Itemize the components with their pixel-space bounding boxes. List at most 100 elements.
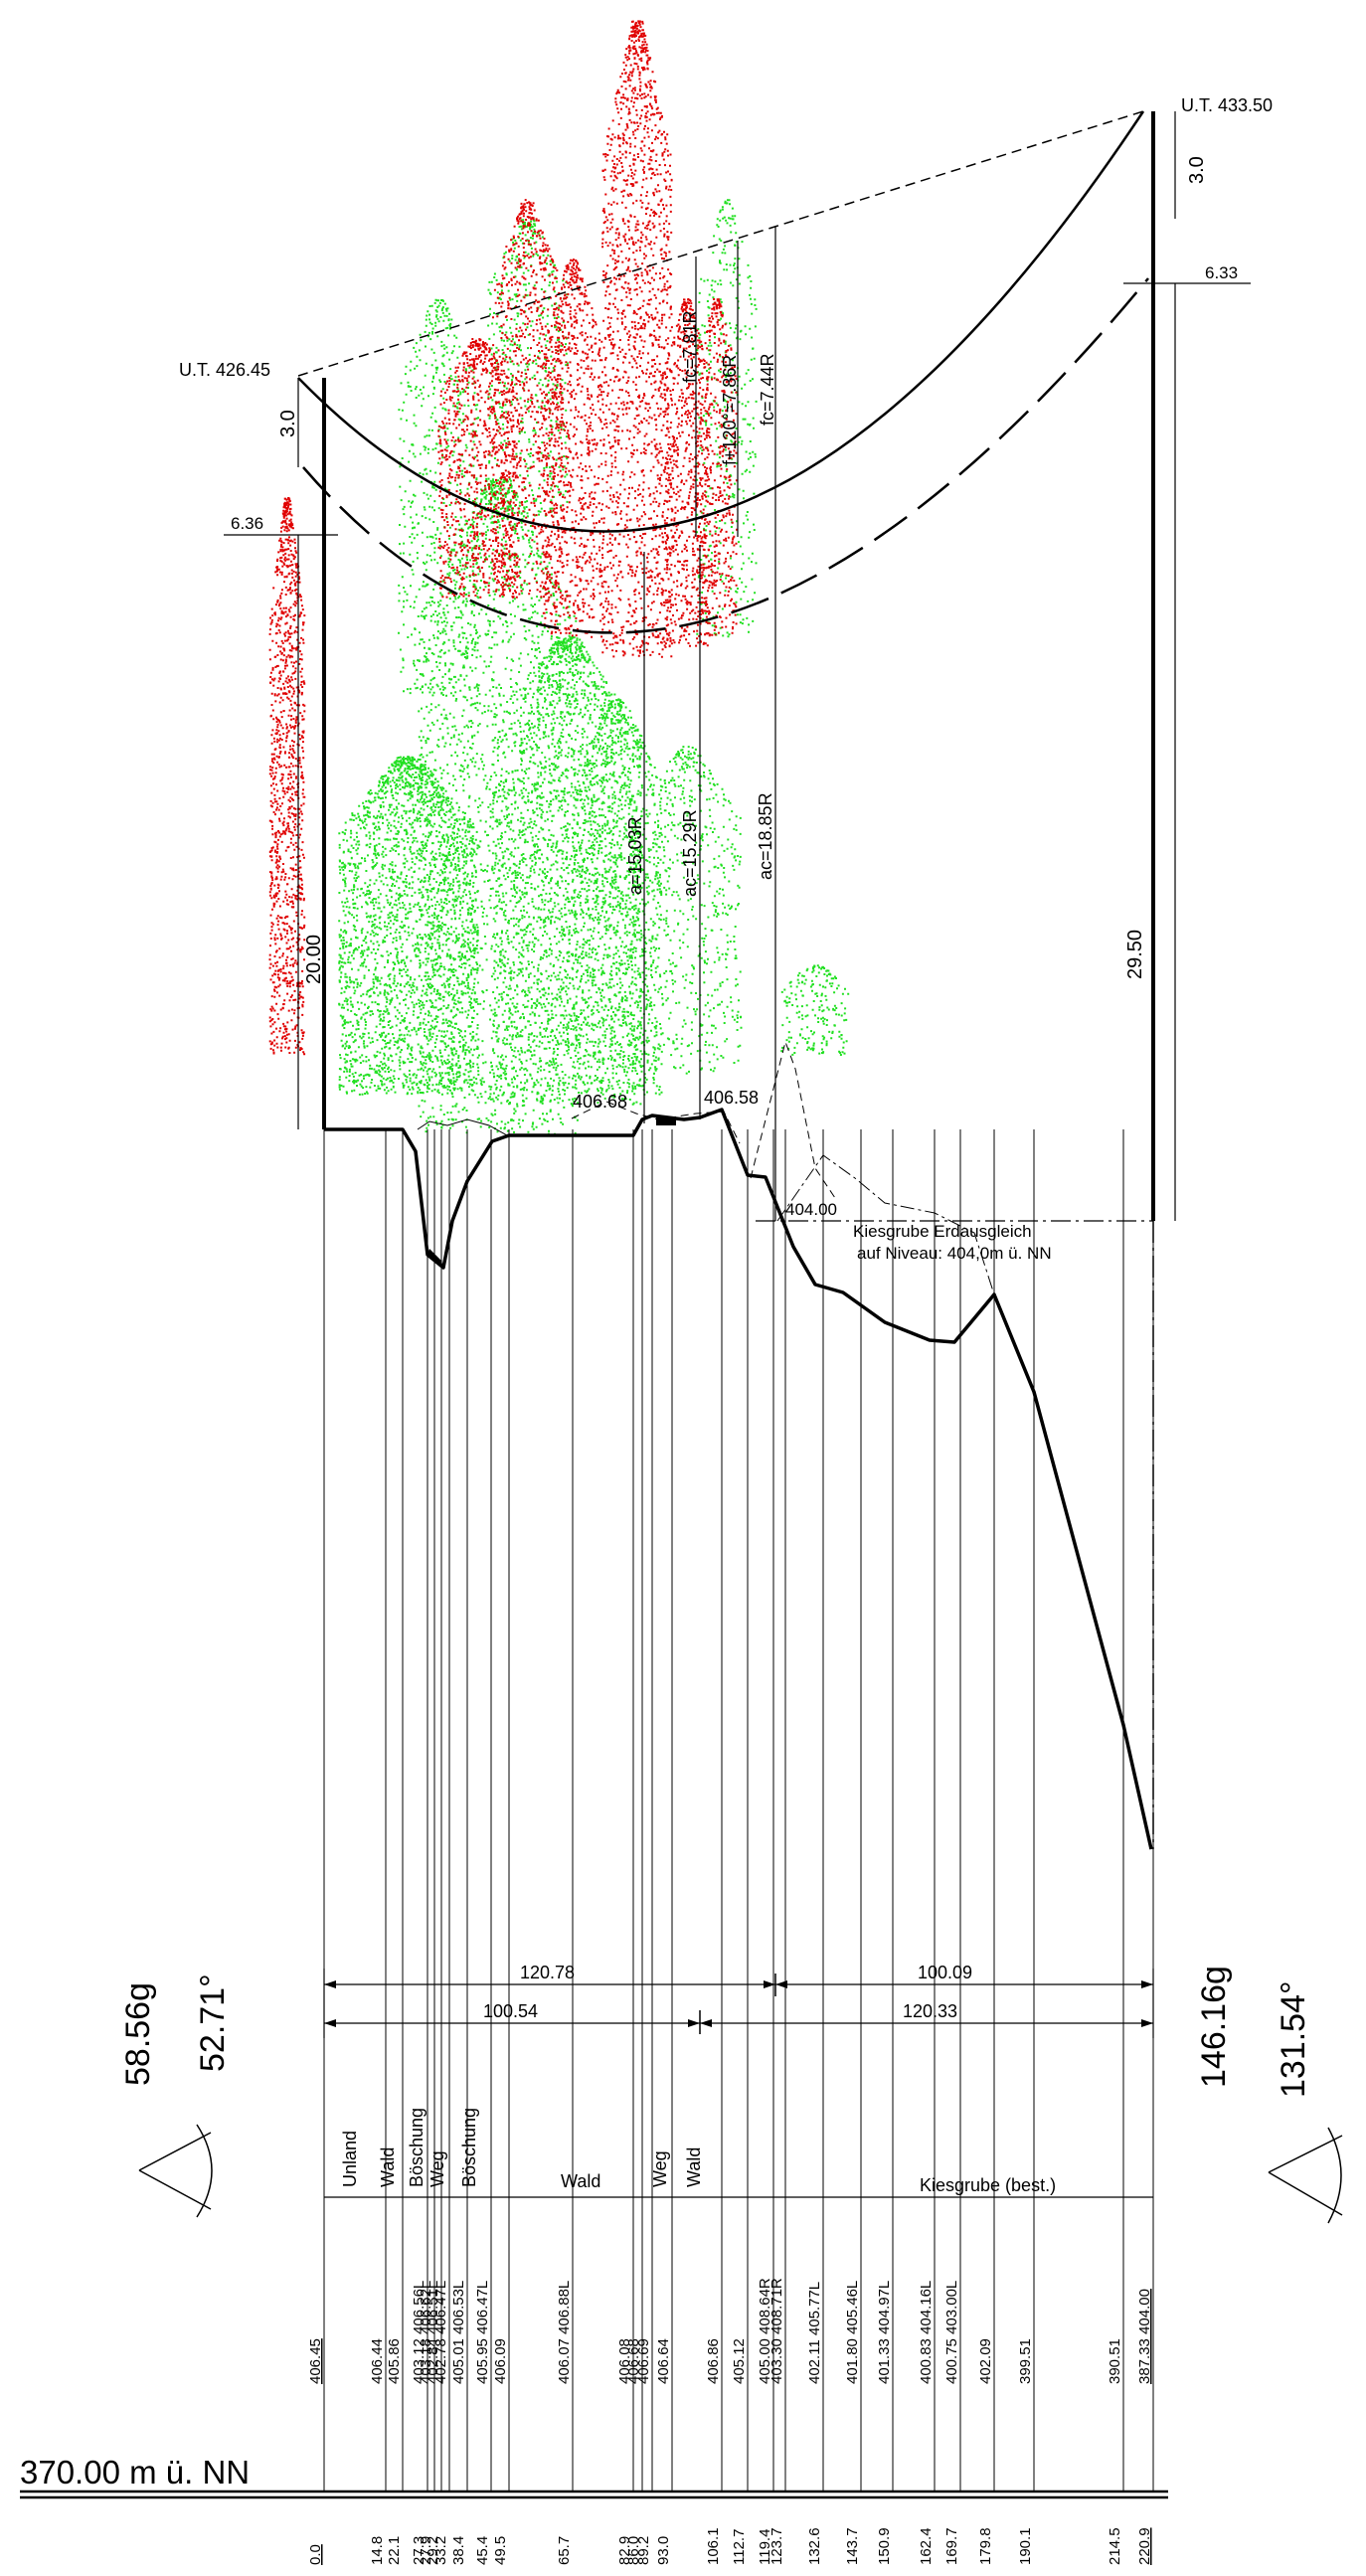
station-elevation: 402.11 405.77L (806, 2282, 823, 2384)
station-distance: 112.7 (731, 2529, 748, 2565)
station-distance: 179.8 (977, 2527, 994, 2565)
landuse-label: Böschung (459, 2108, 479, 2187)
station-elevation: 400.83 404.16L (918, 2281, 935, 2384)
kies-line1: Kiesgrube Erdausgleich (853, 1222, 1032, 1241)
station-elevation: 405.00 408.64R (757, 2278, 773, 2384)
dim-left-3: 3.0 (277, 410, 299, 437)
station-distance: 89.2 (635, 2536, 652, 2565)
station-elevation: 401.33 404.97L (876, 2281, 893, 2384)
station-distance: 106.1 (705, 2527, 722, 2565)
station-distance: 45.4 (474, 2536, 491, 2565)
station-elevation: 402.78 406.47L (432, 2281, 449, 2384)
tree-green-cloud (572, 698, 663, 1096)
station-elevation: 406.45 (307, 2338, 324, 2384)
station-elevation: 406.69 (635, 2338, 652, 2384)
station-distance: 119.4 (757, 2529, 773, 2565)
tree-red-cloud (601, 20, 673, 658)
lateral-profile-left (417, 1118, 508, 1136)
station-elevation: 406.44 (369, 2338, 386, 2384)
angle-left-g: 58.56g (119, 1982, 157, 2086)
station-distance: 14.8 (369, 2536, 386, 2565)
station-distance: 65.7 (556, 2536, 573, 2565)
station-distance: 33.2 (432, 2536, 449, 2565)
station-elevation: 402.84 406.51L (425, 2281, 441, 2384)
ut-left-label: U.T. 426.45 (179, 360, 270, 380)
station-elevation: 406.09 (492, 2338, 509, 2384)
station-distance: 86.0 (625, 2536, 642, 2565)
station-elevation: 390.51 (1107, 2338, 1123, 2384)
station-distance: 93.0 (655, 2536, 672, 2565)
tree-green-cloud (492, 636, 643, 1106)
landuse-labels: Unland Wald Böschung Weg Böschung Wald Weg Wald… (340, 2108, 1056, 2195)
landuse-label: Unland (340, 2131, 360, 2187)
station-verticals (323, 1129, 1154, 2491)
angle-right-symbol (1268, 2127, 1343, 2224)
sag-fc-744: fc=7.44R (758, 353, 777, 426)
tree-red-cloud (268, 497, 306, 1056)
station-distance: 190.1 (1017, 2527, 1034, 2565)
station-distance: 162.4 (918, 2527, 935, 2565)
station-elevation: 403.12 406.56L (411, 2281, 427, 2384)
tree-red-cloud (542, 258, 603, 638)
tree-green-cloud (696, 199, 758, 638)
tree-red-cloud (696, 298, 738, 637)
station-elevation: 406.07 406.88L (556, 2281, 573, 2384)
landuse-label: Wald (378, 2147, 398, 2187)
sag-fc-781: fc=7.81R (680, 310, 700, 383)
tree-green-cloud (398, 298, 479, 698)
landuse-label: Böschung (407, 2108, 427, 2187)
station-elevation: 405.95 406.47L (474, 2281, 491, 2384)
lateral-spike (750, 1040, 836, 1199)
station-elevation: 399.51 (1017, 2338, 1034, 2384)
angle-right-deg: 131.54° (1275, 1980, 1312, 2098)
span-arrows (324, 1980, 1153, 2027)
dim-left-636: 6.36 (231, 514, 263, 533)
station-distance: 27.9 (418, 2536, 434, 2565)
sag-f120: f+120°=7.86R (720, 355, 740, 465)
station-distance: 27.3 (411, 2536, 427, 2565)
clear-a: a=15.03R (625, 816, 645, 895)
station-distance: 22.1 (386, 2536, 403, 2565)
station-distance: 143.7 (844, 2527, 861, 2565)
ground-40668: 406.68 (573, 1092, 627, 1112)
clear-ac-1529: ac=15.29R (680, 809, 700, 897)
ground-ditch (427, 1249, 443, 1268)
span-bot-left: 100.54 (483, 2001, 538, 2021)
station-distance: 49.5 (492, 2536, 509, 2565)
landuse-label: Kiesgrube (best.) (920, 2175, 1056, 2195)
span-top-left: 120.78 (520, 1963, 575, 1982)
dim-right-633: 6.33 (1205, 263, 1238, 282)
angle-right-g: 146.16g (1195, 1966, 1233, 2088)
station-distance: 29.2 (425, 2536, 441, 2565)
station-elevation: 402.09 (977, 2338, 994, 2384)
station-distance: 82.9 (616, 2536, 633, 2565)
ut-right-label: U.T. 433.50 (1181, 95, 1273, 115)
station-elevation: 406.08 (616, 2338, 633, 2384)
station-distance: 220.9 (1136, 2527, 1153, 2565)
ground-40400: 404.00 (785, 1200, 837, 1219)
tree-red-cloud (663, 298, 711, 648)
station-elevation: 405.12 (731, 2338, 748, 2384)
station-distance: 150.9 (876, 2527, 893, 2565)
station-elevation: 387.33 404.00 (1136, 2289, 1153, 2384)
tree-green-cloud (338, 756, 479, 1096)
conductor-curve (297, 110, 1145, 533)
station-elevation: 405.86 (386, 2338, 403, 2384)
station-elevation: 405.01 406.53L (450, 2281, 467, 2384)
tree-red-cloud (492, 199, 564, 599)
station-distance: 0.0 (307, 2544, 324, 2565)
dim-right-3: 3.0 (1186, 156, 1208, 184)
landuse-label: Wald (561, 2171, 600, 2191)
dim-right-height: 29.50 (1124, 930, 1146, 979)
tree-green-cloud (780, 964, 850, 1056)
tree-red-cloud (437, 338, 519, 599)
conductor-curve-lower (302, 277, 1149, 634)
angle-left-symbol (138, 2124, 213, 2218)
station-labels: 406.45 0.0 406.44 14.8 405.86 22.1 403.12 406.… (307, 2278, 1153, 2565)
landuse-label: Wald (684, 2147, 704, 2187)
span-top-right: 100.09 (918, 1963, 972, 1982)
dim-left-height: 20.00 (303, 935, 325, 984)
tree-green-cloud (631, 746, 743, 1075)
tree-green-cloud (418, 477, 579, 1135)
